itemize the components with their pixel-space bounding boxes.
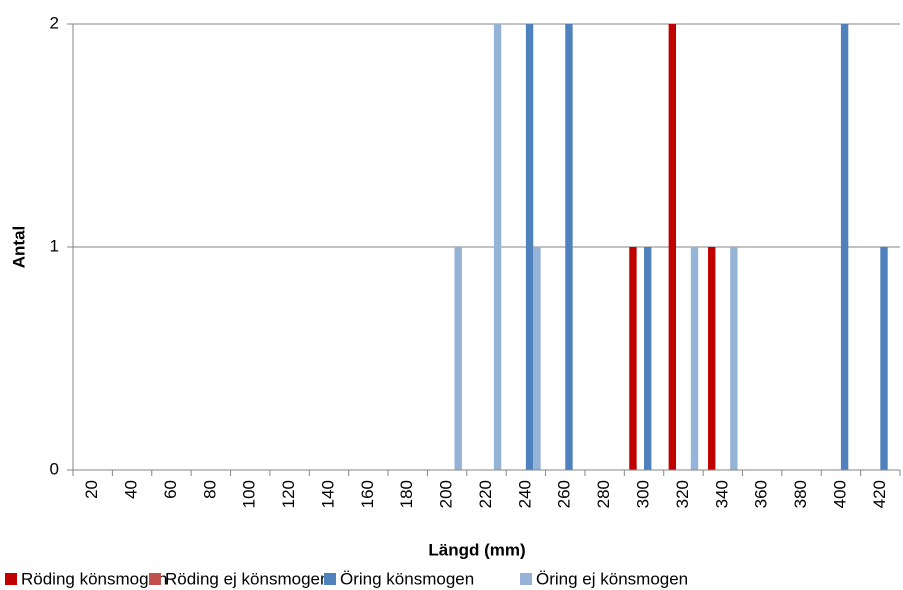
x-tick-label: 140 (318, 480, 337, 508)
x-tick-label: 340 (712, 480, 731, 508)
x-tick-label: 60 (161, 480, 180, 499)
y-axis-label: Antal (9, 226, 28, 269)
legend-swatch (520, 573, 532, 585)
x-tick-label: 200 (437, 480, 456, 508)
y-tick-label: 2 (50, 13, 59, 32)
bar (730, 247, 738, 470)
legend-label: Öring könsmogen (340, 569, 474, 588)
bar (525, 24, 534, 470)
bar (840, 24, 849, 470)
x-tick-label: 20 (82, 480, 101, 499)
x-tick-label: 380 (791, 480, 810, 508)
x-tick-label: 420 (870, 480, 889, 508)
x-tick-label: 220 (476, 480, 495, 508)
x-tick-label: 180 (397, 480, 416, 508)
x-tick-label: 260 (555, 480, 574, 508)
x-tick-label: 280 (594, 480, 613, 508)
bar (454, 247, 462, 470)
bar (533, 247, 541, 470)
bar (690, 247, 699, 470)
bar (629, 247, 637, 470)
legend-swatch (149, 573, 161, 585)
x-tick-label: 80 (200, 480, 219, 499)
x-tick-label: 240 (515, 480, 534, 508)
x-tick-label: 40 (122, 480, 141, 499)
bar (708, 247, 716, 470)
legend-label: Röding könsmogen (21, 569, 167, 588)
legend-swatch (5, 573, 17, 585)
x-tick-label: 160 (358, 480, 377, 508)
legend-swatch (324, 573, 336, 585)
legend-label: Öring ej könsmogen (536, 569, 688, 588)
x-axis-label: Längd (mm) (428, 540, 525, 559)
y-tick-label: 1 (50, 236, 59, 255)
x-tick-label: 400 (830, 480, 849, 508)
x-tick-label: 100 (240, 480, 259, 508)
x-tick-label: 320 (673, 480, 692, 508)
y-tick-label: 0 (50, 459, 59, 478)
bar (565, 24, 573, 470)
bar (668, 24, 677, 470)
x-tick-label: 300 (634, 480, 653, 508)
bar (644, 247, 652, 470)
bar (880, 247, 888, 470)
x-tick-label: 120 (279, 480, 298, 508)
legend-label: Röding ej könsmogen (165, 569, 329, 588)
bar (493, 24, 502, 470)
x-tick-label: 360 (752, 480, 771, 508)
